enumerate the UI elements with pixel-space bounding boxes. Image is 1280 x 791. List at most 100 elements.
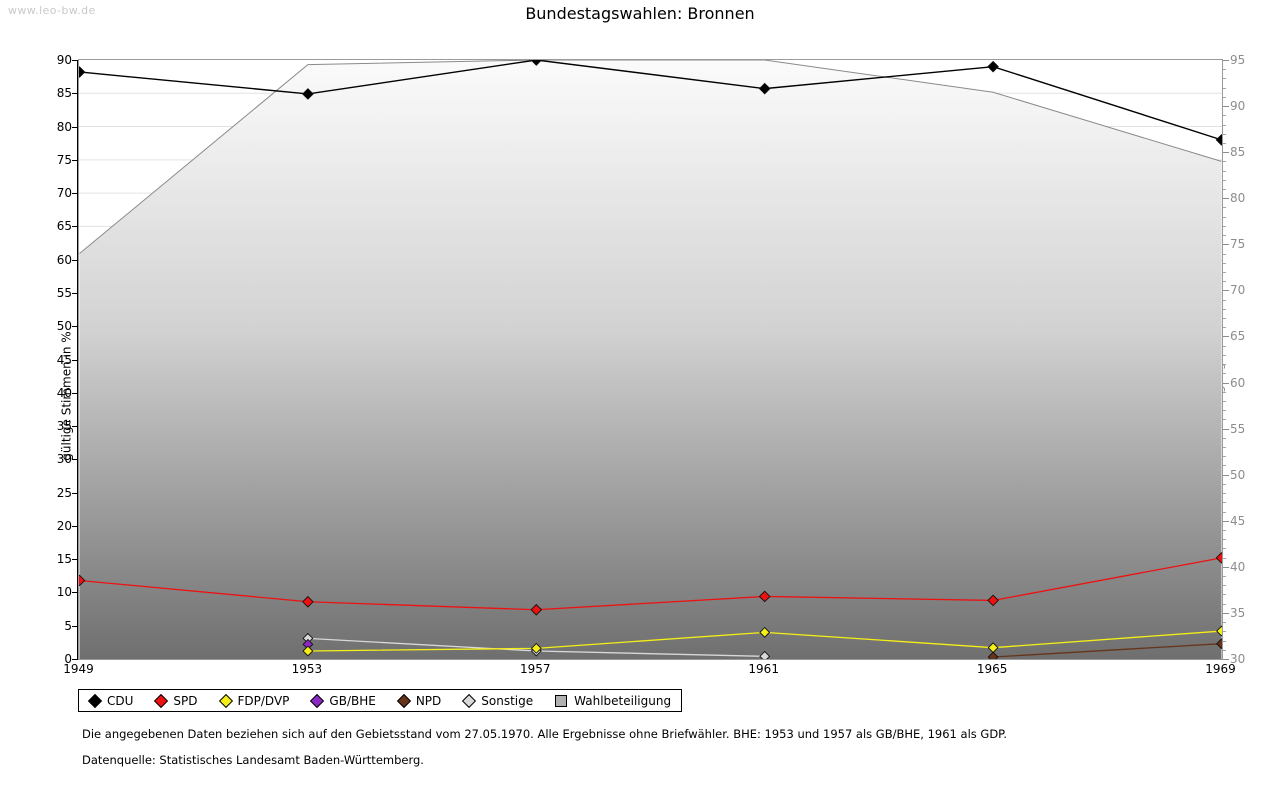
right-axis-tickmark — [1223, 474, 1229, 476]
left-axis-tick: 60 — [56, 252, 72, 267]
left-axis-spine — [77, 60, 78, 659]
left-axis-tick: 25 — [56, 485, 72, 500]
left-axis-tick: 85 — [56, 86, 72, 101]
plot-area — [78, 59, 1223, 660]
right-axis-tickmark — [1223, 382, 1229, 384]
left-axis-tickmark — [72, 93, 78, 95]
legend-diamond-icon — [87, 693, 103, 708]
right-axis-minor-tickmark — [1223, 318, 1226, 320]
legend-label: NPD — [415, 693, 442, 708]
x-axis-tick: 1953 — [291, 662, 323, 676]
footnote-source: Datenquelle: Statistisches Landesamt Bad… — [82, 753, 424, 767]
right-axis-minor-tickmark — [1223, 456, 1226, 458]
right-axis-tickmark — [1223, 336, 1229, 338]
left-axis-tick: 50 — [56, 319, 72, 334]
legend-item-sonstige[interactable]: Sonstige — [462, 693, 534, 708]
left-axis-tickmark — [72, 60, 78, 61]
right-axis-tick: 45 — [1230, 513, 1246, 528]
right-axis-minor-tickmark — [1223, 447, 1226, 449]
right-axis-minor-tickmark — [1223, 281, 1226, 283]
legend-item-wahlbeteiligung[interactable]: Wahlbeteiligung — [555, 694, 671, 708]
right-axis-minor-tickmark — [1223, 69, 1226, 71]
watermark: www.leo-bw.de — [8, 4, 96, 17]
right-axis-tick: 40 — [1230, 559, 1246, 574]
right-axis-tickmark — [1223, 428, 1229, 430]
legend-item-fdp-dvp[interactable]: FDP/DVP — [218, 693, 289, 708]
right-axis-minor-tickmark — [1223, 410, 1226, 412]
right-axis-minor-tickmark — [1223, 391, 1226, 393]
right-axis-minor-tickmark — [1223, 557, 1226, 559]
right-axis-minor-tickmark — [1223, 179, 1226, 181]
right-axis-minor-tickmark — [1223, 529, 1226, 531]
legend-label: Wahlbeteiligung — [574, 693, 672, 708]
left-axis-tickmark — [72, 326, 78, 328]
right-axis: 30 35 40 45 50 55 60 65 70 75 80 85 90 95 — [1223, 53, 1280, 666]
right-axis-tick: 85 — [1230, 145, 1246, 160]
legend-label: Sonstige — [481, 693, 534, 708]
left-axis-tickmark — [72, 625, 78, 627]
right-axis-tick: 30 — [1230, 652, 1246, 666]
right-axis-minor-tickmark — [1223, 400, 1226, 402]
right-axis-minor-tickmark — [1223, 161, 1226, 163]
left-axis-tick: 5 — [64, 618, 72, 633]
left-axis-tick: 90 — [56, 53, 72, 67]
legend-square-icon — [555, 694, 568, 707]
legend-label: SPD — [173, 693, 198, 708]
right-axis-minor-tickmark — [1223, 216, 1226, 218]
left-axis-tickmark — [72, 259, 78, 261]
right-axis-tickmark — [1223, 60, 1229, 61]
left-axis-tick: 75 — [56, 152, 72, 167]
right-axis-minor-tickmark — [1223, 345, 1226, 347]
right-axis-minor-tickmark — [1223, 419, 1226, 421]
x-axis-tick: 1969 — [1205, 662, 1236, 676]
left-axis-label: gültige Stimmen in % — [59, 330, 74, 461]
right-axis-minor-tickmark — [1223, 502, 1226, 504]
right-axis-minor-tickmark — [1223, 78, 1226, 80]
right-axis-tick: 55 — [1230, 421, 1246, 436]
right-axis-minor-tickmark — [1223, 594, 1226, 596]
right-axis-tickmark — [1223, 520, 1229, 522]
left-axis-tick: 45 — [56, 352, 72, 367]
right-axis-minor-tickmark — [1223, 576, 1226, 578]
right-axis-minor-tickmark — [1223, 207, 1226, 209]
page-title: Bundestagswahlen: Bronnen — [525, 4, 755, 23]
legend-diamond-icon — [154, 693, 169, 708]
right-axis-minor-tickmark — [1223, 373, 1226, 375]
right-axis-minor-tickmark — [1223, 96, 1226, 98]
right-axis-tickmark — [1223, 566, 1229, 568]
legend-diamond-icon — [462, 693, 477, 708]
left-axis-tick: 55 — [56, 285, 72, 300]
right-axis-tickmark — [1223, 244, 1229, 246]
right-axis-minor-tickmark — [1223, 354, 1226, 356]
left-axis-tickmark — [72, 159, 78, 161]
right-axis-minor-tickmark — [1223, 87, 1226, 89]
legend-item-npd[interactable]: NPD — [396, 693, 442, 708]
right-axis-tickmark — [1223, 152, 1229, 154]
legend-item-cdu[interactable]: CDU — [87, 693, 134, 708]
left-axis-tick: 0 — [64, 652, 72, 666]
legend-diamond-icon — [396, 693, 411, 708]
x-axis: 1949 1953 1957 1961 1965 1969 — [0, 662, 1280, 682]
right-axis-minor-tickmark — [1223, 539, 1226, 541]
right-axis-minor-tickmark — [1223, 308, 1226, 310]
left-axis-tickmark — [72, 392, 78, 394]
right-axis-minor-tickmark — [1223, 585, 1226, 587]
right-axis-minor-tickmark — [1223, 271, 1226, 273]
legend-item-gb-bhe[interactable]: GB/BHE — [310, 693, 376, 708]
x-axis-tick: 1957 — [520, 662, 551, 676]
right-axis-tick: 70 — [1230, 283, 1246, 298]
legend-item-spd[interactable]: SPD — [154, 693, 198, 708]
right-axis-minor-tickmark — [1223, 631, 1226, 633]
left-axis-tickmark — [72, 426, 78, 428]
left-axis-tick: 30 — [56, 452, 72, 467]
x-axis-tick: 1965 — [976, 662, 1008, 676]
legend-label: GB/BHE — [329, 693, 376, 708]
right-axis-minor-tickmark — [1223, 548, 1226, 550]
left-axis-tick: 10 — [56, 585, 72, 600]
right-axis-minor-tickmark — [1223, 622, 1226, 624]
chart-legend: CDU SPD FDP/DVP GB/BHE NPD Sonstige Wahlbeteil… — [78, 689, 683, 712]
legend-diamond-icon — [310, 693, 325, 708]
legend-label: CDU — [107, 693, 134, 708]
right-axis-minor-tickmark — [1223, 299, 1226, 301]
legend-diamond-icon — [218, 693, 233, 708]
